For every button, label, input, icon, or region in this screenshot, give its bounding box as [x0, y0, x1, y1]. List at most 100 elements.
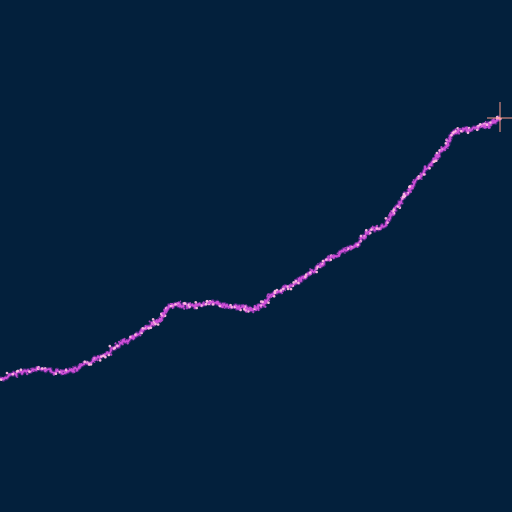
sparkle-particle — [189, 304, 192, 307]
sparkle-particle — [387, 214, 391, 217]
sparkle-particle — [266, 298, 269, 301]
sparkle-particle — [389, 213, 391, 215]
sparkle-particle — [422, 173, 426, 176]
sparkle-particle — [177, 301, 180, 304]
sparkle-particle — [461, 127, 464, 130]
sparkle-particle — [457, 132, 461, 135]
sparkle-particle — [151, 322, 154, 324]
sparkle-particle — [471, 127, 474, 130]
sparkle-particle — [364, 235, 368, 238]
sparkle-particle — [235, 305, 238, 308]
sparkle-particle — [485, 126, 488, 129]
sparkle-particle — [343, 249, 346, 252]
sparkle-particle — [384, 217, 388, 220]
crosshair-icon[interactable] — [487, 102, 512, 132]
sparkle-particle — [15, 376, 18, 378]
sparkle-particle — [319, 264, 322, 267]
sparkle-particle — [154, 320, 156, 323]
sparkle-particle — [338, 253, 341, 256]
sparkle-trail — [0, 115, 502, 382]
sparkle-particle — [495, 120, 498, 122]
sparkle-particle — [191, 304, 194, 307]
sparkle-particle — [282, 285, 285, 288]
sparkle-particle — [458, 129, 461, 132]
sparkle-particle — [126, 340, 129, 343]
sparkle-particle — [156, 323, 160, 326]
sparkle-particle — [307, 272, 310, 275]
sparkle-particle — [161, 312, 164, 315]
sparkle-particle — [423, 168, 426, 171]
sparkle-particle — [270, 295, 273, 299]
sparkle-particle — [448, 137, 451, 140]
sparkle-particle — [182, 305, 185, 308]
sparkle-particle — [132, 338, 135, 341]
sparkle-particle — [257, 303, 260, 306]
sparkle-particle — [119, 341, 122, 344]
sparkle-particle — [4, 376, 7, 379]
sparkle-particle — [387, 216, 389, 218]
sparkle-particle — [60, 370, 63, 372]
trail-line — [0, 116, 501, 381]
sparkle-particle — [121, 341, 124, 344]
sparkle-particle — [349, 248, 352, 251]
sparkle-particle — [75, 369, 78, 372]
sparkle-particle — [327, 255, 330, 258]
sparkle-particle — [297, 281, 300, 285]
sparkle-particle — [492, 121, 495, 124]
sparkle-particle — [365, 231, 368, 234]
sparkle-particle — [336, 252, 339, 255]
sparkle-particle — [460, 129, 463, 133]
sparkle-particle — [325, 258, 328, 261]
sparkle-particle — [390, 210, 393, 213]
sparkle-particle — [483, 126, 486, 129]
sparkle-particle — [157, 319, 161, 322]
sparkle-particle — [218, 302, 220, 305]
sparkle-particle — [209, 301, 212, 303]
sparkle-particle — [43, 368, 46, 371]
sparkle-particle — [54, 372, 58, 376]
sparkle-particle — [434, 158, 436, 160]
sparkle-particle — [292, 281, 295, 284]
sparkle-particle — [227, 307, 230, 309]
sparkle-particle — [282, 287, 285, 291]
sparkle-particle — [456, 131, 459, 133]
sparkle-particle — [281, 292, 283, 295]
sparkle-particle — [112, 347, 116, 350]
sparkle-particle — [493, 119, 496, 122]
sparkle-particle — [450, 133, 453, 137]
sparkle-particle — [141, 327, 145, 330]
sparkle-particle — [419, 175, 422, 178]
sparkle-particle — [147, 327, 150, 330]
sparkle-particle — [346, 246, 349, 249]
sparkle-particle — [7, 376, 10, 378]
sparkle-particle — [61, 372, 64, 375]
sparkle-particle — [315, 265, 318, 267]
sparkle-particle — [408, 185, 412, 188]
sparkle-particle — [54, 371, 57, 373]
sparkle-particle — [242, 304, 244, 306]
sparkle-particle — [491, 119, 494, 122]
sparkle-particle — [288, 284, 291, 287]
sparkle-particle — [11, 372, 15, 376]
sparkle-particle — [435, 159, 438, 162]
sparkle-particle — [454, 128, 457, 131]
sparkle-particle — [161, 315, 163, 318]
sparkle-particle — [268, 299, 271, 302]
sparkle-particle — [298, 277, 301, 280]
sparkle-particle — [151, 318, 155, 321]
sparkle-particle — [411, 186, 414, 189]
sparkle-particle — [309, 268, 311, 270]
sparkle-particle — [344, 249, 347, 252]
sparkle-particle — [370, 228, 373, 231]
sparkle-particle — [211, 301, 214, 304]
sparkle-particle — [139, 334, 142, 337]
sparkle-particle — [480, 124, 483, 127]
sparkle-particle — [462, 129, 465, 132]
sparkle-particle — [332, 254, 335, 257]
sparkle-particle — [351, 247, 354, 249]
sparkle-particle — [317, 263, 319, 265]
sparkle-particle — [44, 370, 46, 372]
sparkle-particle — [193, 307, 195, 309]
sparkle-particle — [401, 202, 404, 205]
